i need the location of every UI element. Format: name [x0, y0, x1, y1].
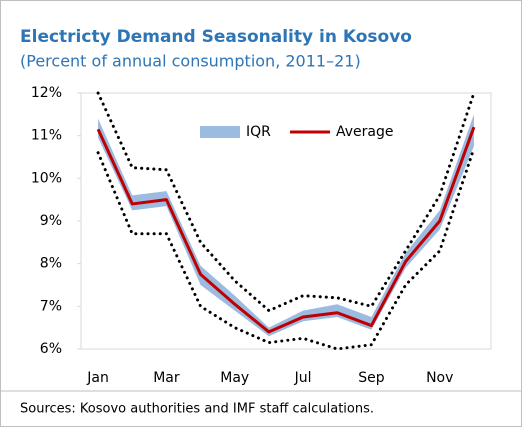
- y-tick-label: 7%: [40, 298, 62, 314]
- x-tick-label: Jan: [86, 370, 109, 386]
- y-tick-label: 10%: [31, 170, 62, 186]
- y-tick-label: 12%: [31, 85, 62, 101]
- legend-swatch: [200, 126, 240, 138]
- chart-subtitle: (Percent of annual consumption, 2011–21): [20, 52, 361, 71]
- x-tick-label: May: [220, 370, 249, 386]
- chart-title: Electricty Demand Seasonality in Kosovo: [20, 27, 412, 47]
- range-line: [96, 146, 476, 351]
- x-tick-label: Sep: [358, 370, 385, 386]
- legend-label: Average: [336, 124, 394, 140]
- x-tick-label: Jul: [294, 370, 312, 386]
- y-tick-label: 6%: [40, 341, 62, 357]
- average-line: [96, 126, 476, 334]
- y-tick-label: 11%: [31, 128, 62, 144]
- x-tick-label: Nov: [426, 370, 453, 386]
- legend-label: IQR: [246, 124, 271, 140]
- y-tick-label: 9%: [40, 213, 62, 229]
- x-tick-label: Mar: [153, 370, 180, 386]
- source-note: Sources: Kosovo authorities and IMF staf…: [20, 402, 374, 417]
- range-line: [96, 91, 476, 313]
- y-tick-label: 8%: [40, 256, 62, 272]
